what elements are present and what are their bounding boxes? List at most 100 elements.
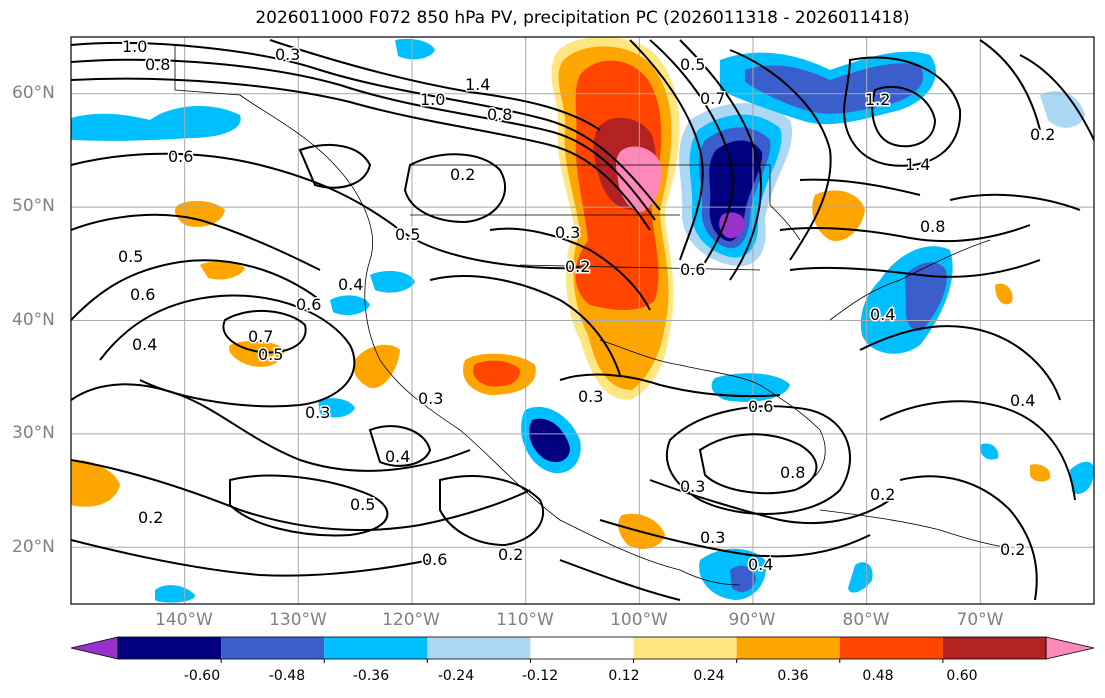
- contour-line: [229, 474, 389, 537]
- contour-line: [559, 559, 681, 601]
- colorbar-extend-low: [70, 636, 119, 660]
- contour-label: 0.2: [450, 165, 475, 184]
- lon-label: 70°W: [956, 610, 1004, 630]
- contour-line: [879, 400, 1076, 501]
- contour-label: 0.4: [870, 305, 895, 324]
- contour-line: [979, 39, 1041, 131]
- shade-pos-10: [1030, 464, 1051, 482]
- colorbar-tick-label: 0.48: [862, 668, 894, 684]
- contour-line: [649, 39, 734, 271]
- contour-label: 0.3: [578, 387, 603, 406]
- colorbar-box: [633, 637, 737, 659]
- contour-line: [71, 58, 656, 221]
- contour-label: 0.4: [385, 447, 410, 466]
- colorbar-tick-label: -0.48: [268, 668, 306, 684]
- contour-label: 0.2: [138, 508, 163, 527]
- shade-neg-3: [330, 295, 370, 316]
- shade-neg-4: [370, 270, 415, 293]
- colorbar-box: [118, 637, 222, 659]
- shade-neg-1: [71, 105, 241, 141]
- contour-label: 0.2: [565, 257, 590, 276]
- contour-line: [71, 41, 661, 211]
- contour-label: 0.5: [395, 225, 420, 244]
- colorbar-tick-label: -0.60: [183, 668, 221, 684]
- contour-line: [629, 39, 704, 261]
- coastline: [174, 45, 1011, 586]
- colorbar-box: [427, 637, 531, 659]
- contour-line: [899, 475, 1038, 601]
- contour-label: 0.7: [248, 327, 273, 346]
- contour-label: 1.2: [865, 90, 890, 109]
- contour-line: [403, 153, 506, 224]
- contour-line: [559, 373, 781, 398]
- contour-label: 0.6: [130, 285, 155, 304]
- contour-line: [599, 519, 871, 558]
- shade-ca-blue: [730, 565, 756, 593]
- contour-line: [222, 309, 307, 354]
- lon-label: 110°W: [496, 610, 554, 630]
- contour-label: 0.2: [1030, 125, 1055, 144]
- shade-pos-7: [71, 459, 120, 507]
- contour-line: [679, 39, 762, 281]
- lon-label: 80°W: [842, 610, 890, 630]
- shade-pos-1b: [473, 360, 520, 387]
- contour-label: 1.0: [420, 90, 445, 109]
- contour-line: [269, 39, 601, 131]
- contour-label: 1.4: [905, 155, 930, 174]
- lon-label: 100°W: [610, 610, 668, 630]
- contour-line: [71, 152, 581, 270]
- contour-label: 0.2: [498, 545, 523, 564]
- contour-label: 0.5: [680, 55, 705, 74]
- lat-label: 50°N: [12, 196, 55, 216]
- contour-label: 0.8: [145, 55, 170, 74]
- shade-east-blue: [905, 262, 947, 331]
- colorbar-tick-label: -0.24: [437, 668, 475, 684]
- shade-positive-pink: [616, 146, 662, 212]
- lon-label: 130°W: [269, 610, 327, 630]
- colorbar-box: [736, 637, 840, 659]
- colorbar-tick-label: 0.12: [608, 668, 640, 684]
- contour-label: 0.6: [680, 260, 705, 279]
- colorbar-tick-label: 0.60: [946, 668, 978, 684]
- colorbar-box: [221, 637, 325, 659]
- contour-label: 0.6: [748, 397, 773, 416]
- contour-label: 0.7: [700, 89, 725, 108]
- contour-line: [99, 294, 356, 408]
- contour-line: [298, 144, 372, 189]
- contour-label: 0.8: [920, 217, 945, 236]
- contour-label: 0.3: [305, 403, 330, 422]
- contour-line: [665, 405, 851, 515]
- shade-neg-8: [1040, 91, 1085, 128]
- contour-line: [1019, 54, 1094, 141]
- contour-line: [779, 224, 1031, 243]
- contour-label: 1.4: [465, 75, 490, 94]
- lon-label: 90°W: [728, 610, 776, 630]
- contour-line: [698, 433, 818, 495]
- shade-neg-5: [318, 398, 355, 418]
- contour-line: [489, 227, 651, 311]
- contour-line: [429, 275, 621, 376]
- contour-label: 0.4: [132, 335, 157, 354]
- contour-label: 0.6: [296, 295, 321, 314]
- colorbar-tick-label: 0.24: [693, 668, 725, 684]
- contour-line: [71, 259, 321, 321]
- lat-label: 60°N: [12, 83, 55, 103]
- shade-pos-6: [353, 344, 400, 389]
- colorbar-tick-label: -0.36: [352, 668, 390, 684]
- contour-label: 0.4: [748, 555, 773, 574]
- contour-label: 0.4: [1010, 391, 1035, 410]
- contour-line: [871, 85, 937, 148]
- contour-label: 0.3: [275, 45, 300, 64]
- contour-label: 0.4: [338, 275, 363, 294]
- contour-line: [71, 539, 431, 577]
- lon-label: 120°W: [382, 610, 440, 630]
- colorbar-box: [530, 637, 634, 659]
- lat-label: 40°N: [12, 310, 55, 330]
- contour-line: [789, 259, 1041, 278]
- contour-line: [71, 77, 651, 231]
- shade-neg-9: [980, 443, 999, 460]
- contour-line: [368, 425, 432, 467]
- contour-label: 0.3: [555, 223, 580, 242]
- contour-line: [71, 459, 531, 531]
- contour-label: 0.2: [870, 485, 895, 504]
